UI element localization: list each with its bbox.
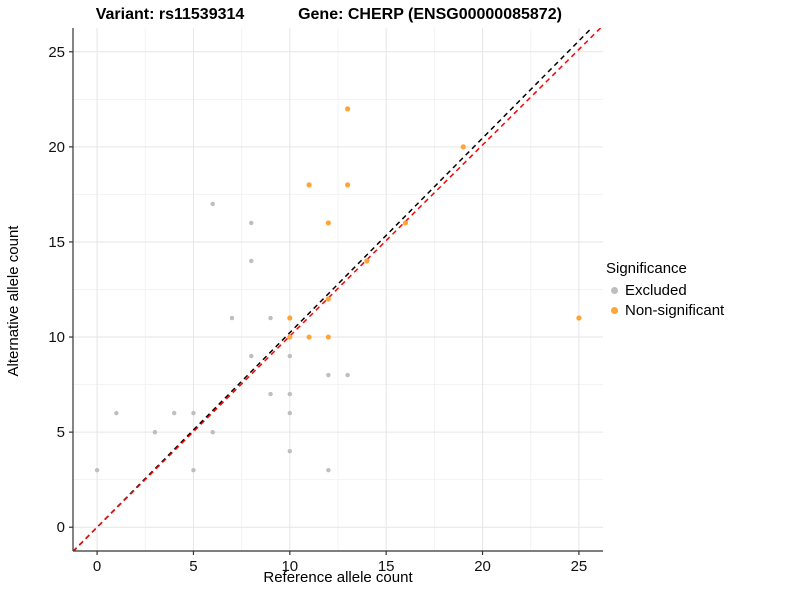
- y-tick-label: 20: [48, 139, 65, 156]
- data-point-non-significant: [364, 258, 370, 264]
- data-point-excluded: [94, 467, 100, 473]
- data-point-non-significant: [306, 182, 312, 188]
- y-axis-label: Alternative allele count: [5, 225, 22, 377]
- x-tick-label: 20: [474, 558, 491, 575]
- data-point-excluded: [249, 220, 254, 226]
- plot-title-variant: Variant: rs11539314: [95, 6, 245, 23]
- data-point-non-significant: [287, 315, 293, 321]
- data-point-excluded: [191, 410, 196, 416]
- data-point-excluded: [210, 201, 215, 207]
- data-point-excluded: [268, 391, 273, 397]
- data-point-non-significant: [576, 315, 582, 321]
- non-significant-dot-icon: [611, 306, 618, 314]
- legend-item-label: Non-significant: [625, 301, 725, 319]
- data-point-excluded: [210, 429, 215, 435]
- data-point-excluded: [114, 410, 119, 416]
- excluded-dot-icon: [611, 286, 618, 294]
- data-point-excluded: [326, 467, 331, 473]
- data-point-excluded: [345, 372, 350, 378]
- data-point-excluded: [152, 429, 158, 435]
- data-point-non-significant: [402, 220, 409, 226]
- y-tick-label: 10: [48, 329, 65, 346]
- legend-title: Significance: [606, 260, 687, 277]
- x-tick-label: 25: [571, 558, 588, 575]
- x-tick-label: 10: [281, 558, 298, 575]
- y-tick-label: 25: [48, 44, 65, 61]
- x-tick-label: 0: [93, 558, 101, 575]
- data-point-excluded: [268, 315, 273, 321]
- data-point-non-significant: [345, 182, 351, 188]
- data-point-excluded: [287, 410, 293, 416]
- data-point-non-significant: [345, 106, 351, 112]
- data-point-non-significant: [287, 334, 293, 340]
- data-point-excluded: [287, 391, 293, 397]
- red-dashed-line: [73, 28, 602, 551]
- plot-title-gene: Gene: CHERP (ENSG00000085872): [298, 6, 562, 23]
- data-point-non-significant: [306, 334, 312, 340]
- data-point-excluded: [229, 315, 235, 321]
- data-point-excluded: [249, 258, 254, 264]
- data-point-excluded: [326, 372, 331, 378]
- legend-item-label: Excluded: [625, 281, 687, 299]
- x-axis-label: Reference allele count: [263, 569, 413, 586]
- data-point-non-significant: [325, 334, 331, 340]
- data-point-excluded: [287, 353, 293, 359]
- legend-item-non-significant: Non-significant: [606, 300, 724, 320]
- data-point-excluded: [191, 467, 196, 473]
- data-point-non-significant: [460, 144, 466, 150]
- x-tick-label: 5: [189, 558, 197, 575]
- y-tick-label: 5: [57, 424, 65, 441]
- legend: Significance Excluded Non-significant: [606, 260, 724, 320]
- y-tick-label: 0: [57, 519, 65, 536]
- data-point-excluded: [287, 448, 293, 454]
- data-point-non-significant: [325, 220, 331, 226]
- y-tick-label: 15: [48, 234, 65, 251]
- data-point-excluded: [171, 410, 177, 416]
- x-tick-label: 15: [378, 558, 395, 575]
- data-point-excluded: [249, 353, 254, 359]
- legend-item-excluded: Excluded: [606, 280, 724, 300]
- data-point-non-significant: [325, 296, 331, 302]
